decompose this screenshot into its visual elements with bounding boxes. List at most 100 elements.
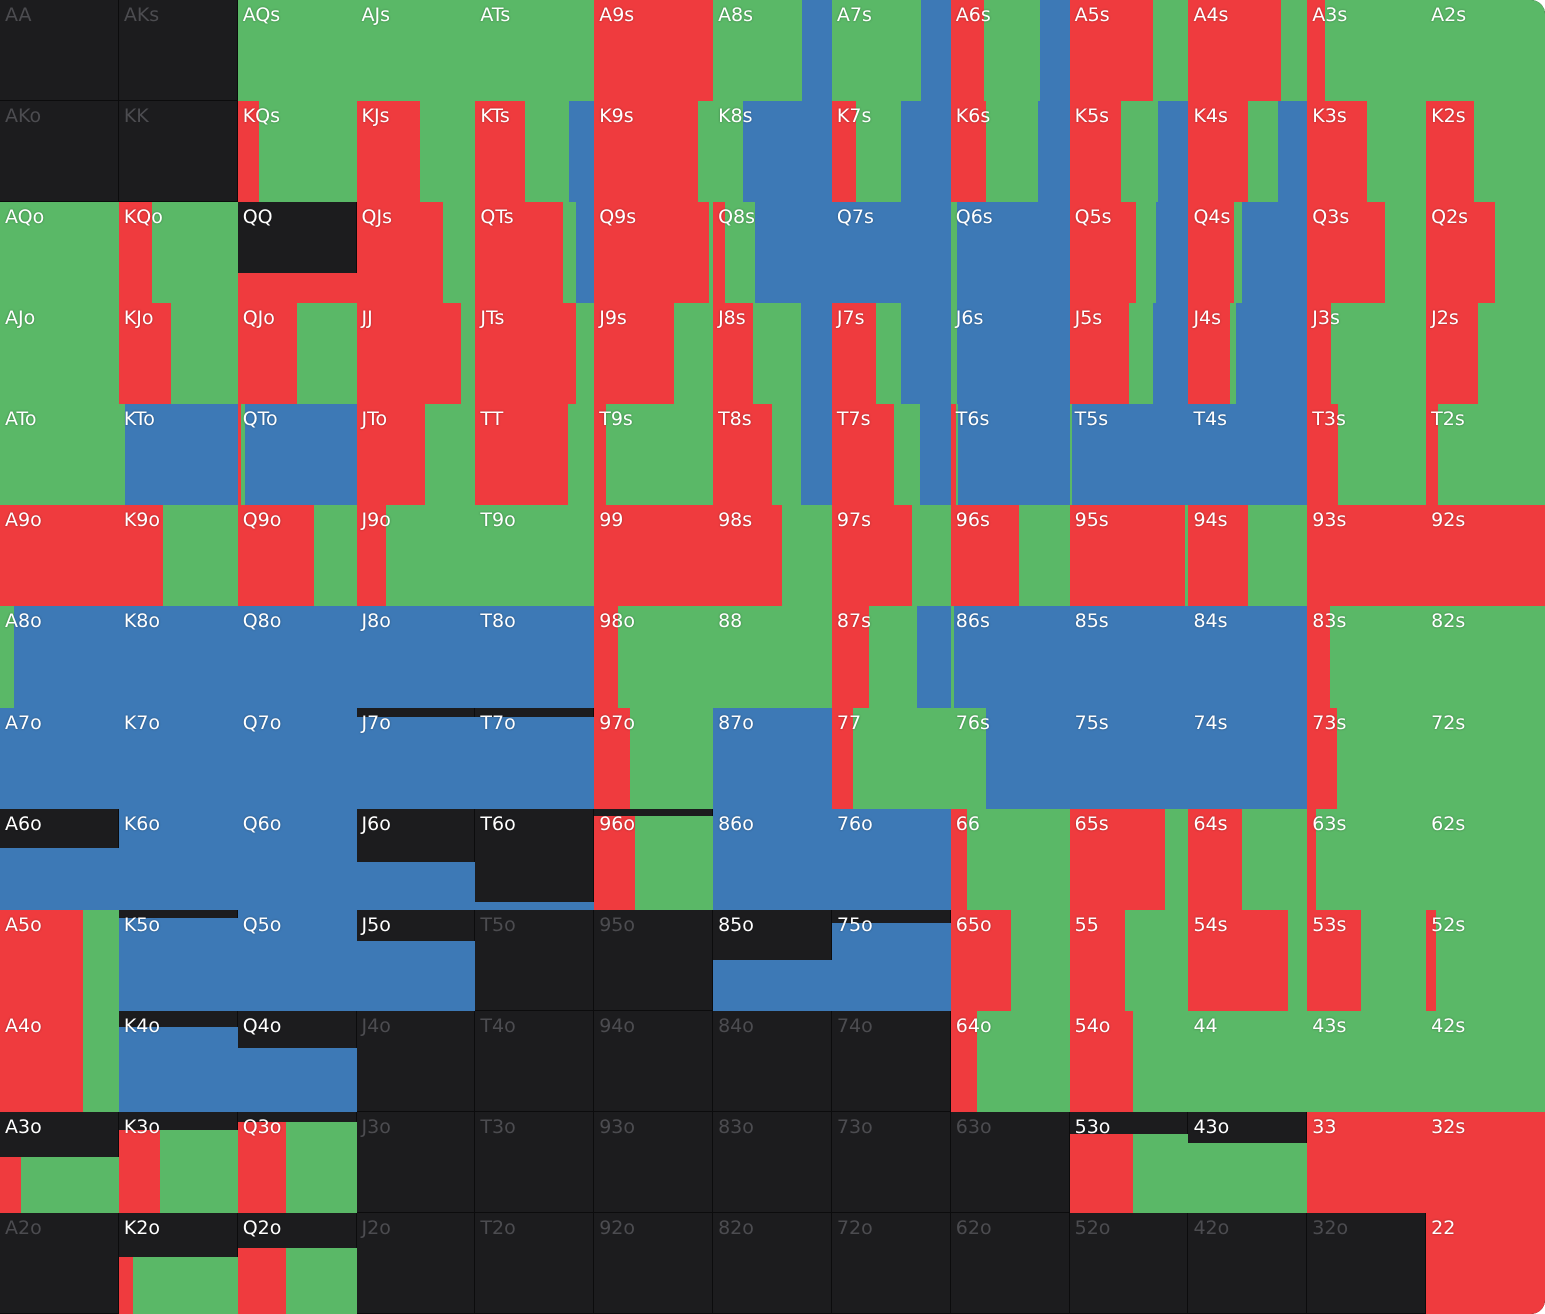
hand-cell[interactable]: 76o <box>831 808 951 910</box>
hand-cell[interactable]: K7s <box>831 101 951 203</box>
hand-cell[interactable]: 75s <box>1069 707 1189 809</box>
hand-cell[interactable]: Q8o <box>237 606 357 708</box>
hand-cell[interactable]: K8s <box>713 101 832 203</box>
hand-cell[interactable]: Q4o <box>237 1010 357 1112</box>
hand-cell[interactable]: J2s <box>1426 303 1545 405</box>
hand-cell[interactable]: ATo <box>0 404 119 506</box>
hand-cell[interactable]: 42s <box>1426 1010 1545 1112</box>
hand-cell[interactable]: Q9s <box>594 202 714 304</box>
hand-cell[interactable]: 52s <box>1426 909 1545 1011</box>
hand-cell[interactable]: 55 <box>1069 909 1189 1011</box>
hand-cell[interactable]: 88 <box>713 606 832 708</box>
hand-cell[interactable]: A4s <box>1188 0 1308 102</box>
hand-cell[interactable]: 98o <box>594 606 714 708</box>
hand-cell[interactable]: 63o <box>950 1111 1070 1213</box>
hand-cell[interactable]: QQ <box>237 202 357 304</box>
hand-cell[interactable]: 86s <box>950 606 1070 708</box>
hand-cell[interactable]: T7o <box>475 707 595 809</box>
hand-cell[interactable]: 64s <box>1188 808 1308 910</box>
hand-cell[interactable]: 82o <box>713 1212 832 1314</box>
hand-cell[interactable]: A3o <box>0 1111 119 1213</box>
hand-cell[interactable]: K4o <box>118 1010 238 1112</box>
hand-cell[interactable]: 43s <box>1307 1010 1427 1112</box>
hand-cell[interactable]: 85o <box>713 909 832 1011</box>
hand-cell[interactable]: 72s <box>1426 707 1545 809</box>
hand-cell[interactable]: Q7s <box>831 202 951 304</box>
hand-cell[interactable]: J8o <box>356 606 476 708</box>
hand-cell[interactable]: AJs <box>356 0 476 102</box>
hand-cell[interactable]: A8s <box>713 0 832 102</box>
hand-cell[interactable]: J5s <box>1069 303 1189 405</box>
hand-cell[interactable]: 85s <box>1069 606 1189 708</box>
hand-cell[interactable]: 64o <box>950 1010 1070 1112</box>
hand-cell[interactable]: A4o <box>0 1010 119 1112</box>
hand-cell[interactable]: A2o <box>0 1212 119 1314</box>
hand-cell[interactable]: 65o <box>950 909 1070 1011</box>
hand-cell[interactable]: 54s <box>1188 909 1308 1011</box>
hand-cell[interactable]: K2o <box>118 1212 238 1314</box>
hand-cell[interactable]: 66 <box>950 808 1070 910</box>
hand-cell[interactable]: KQo <box>118 202 238 304</box>
hand-cell[interactable]: JJ <box>356 303 476 405</box>
hand-cell[interactable]: QTo <box>237 404 357 506</box>
hand-cell[interactable]: A2s <box>1426 0 1545 102</box>
hand-cell[interactable]: AQo <box>0 202 119 304</box>
hand-cell[interactable]: 96o <box>594 808 714 910</box>
hand-cell[interactable]: QJs <box>356 202 476 304</box>
hand-cell[interactable]: JTo <box>356 404 476 506</box>
hand-cell[interactable]: Q7o <box>237 707 357 809</box>
hand-cell[interactable]: J7o <box>356 707 476 809</box>
hand-cell[interactable]: 83s <box>1307 606 1427 708</box>
hand-cell[interactable]: A6o <box>0 808 119 910</box>
hand-cell[interactable]: K6o <box>118 808 238 910</box>
hand-cell[interactable]: J6s <box>950 303 1070 405</box>
hand-cell[interactable]: QJo <box>237 303 357 405</box>
hand-cell[interactable]: 52o <box>1069 1212 1189 1314</box>
hand-cell[interactable]: T8o <box>475 606 595 708</box>
hand-cell[interactable]: Q9o <box>237 505 357 607</box>
hand-cell[interactable]: Q6o <box>237 808 357 910</box>
hand-cell[interactable]: T3o <box>475 1111 595 1213</box>
hand-cell[interactable]: A5s <box>1069 0 1189 102</box>
hand-cell[interactable]: A7s <box>831 0 951 102</box>
hand-cell[interactable]: QTs <box>475 202 595 304</box>
hand-cell[interactable]: 92s <box>1426 505 1545 607</box>
hand-cell[interactable]: TT <box>475 404 595 506</box>
hand-cell[interactable]: A9s <box>594 0 714 102</box>
hand-cell[interactable]: 63s <box>1307 808 1427 910</box>
hand-cell[interactable]: Q3s <box>1307 202 1427 304</box>
hand-cell[interactable]: Q5o <box>237 909 357 1011</box>
hand-cell[interactable]: J4s <box>1188 303 1308 405</box>
hand-cell[interactable]: 95s <box>1069 505 1189 607</box>
hand-cell[interactable]: A6s <box>950 0 1070 102</box>
hand-cell[interactable]: K6s <box>950 101 1070 203</box>
hand-cell[interactable]: AQs <box>237 0 357 102</box>
hand-cell[interactable]: T6s <box>950 404 1070 506</box>
hand-cell[interactable]: 76s <box>950 707 1070 809</box>
hand-cell[interactable]: AKs <box>118 0 238 102</box>
hand-cell[interactable]: J3o <box>356 1111 476 1213</box>
hand-cell[interactable]: 73o <box>831 1111 951 1213</box>
hand-cell[interactable]: 98s <box>713 505 832 607</box>
hand-cell[interactable]: AA <box>0 0 119 102</box>
hand-cell[interactable]: 32o <box>1307 1212 1427 1314</box>
hand-cell[interactable]: Q2o <box>237 1212 357 1314</box>
hand-cell[interactable]: KJo <box>118 303 238 405</box>
hand-cell[interactable]: 62s <box>1426 808 1545 910</box>
hand-cell[interactable]: 95o <box>594 909 714 1011</box>
hand-cell[interactable]: J5o <box>356 909 476 1011</box>
hand-cell[interactable]: K9s <box>594 101 714 203</box>
hand-cell[interactable]: T9s <box>594 404 714 506</box>
hand-cell[interactable]: KQs <box>237 101 357 203</box>
hand-cell[interactable]: Q8s <box>713 202 832 304</box>
hand-cell[interactable]: T4s <box>1188 404 1308 506</box>
hand-cell[interactable]: Q3o <box>237 1111 357 1213</box>
hand-cell[interactable]: 77 <box>831 707 951 809</box>
hand-cell[interactable]: T6o <box>475 808 595 910</box>
hand-cell[interactable]: K9o <box>118 505 238 607</box>
hand-cell[interactable]: T2s <box>1426 404 1545 506</box>
hand-cell[interactable]: J6o <box>356 808 476 910</box>
hand-cell[interactable]: 92o <box>594 1212 714 1314</box>
hand-cell[interactable]: J9o <box>356 505 476 607</box>
hand-cell[interactable]: A5o <box>0 909 119 1011</box>
